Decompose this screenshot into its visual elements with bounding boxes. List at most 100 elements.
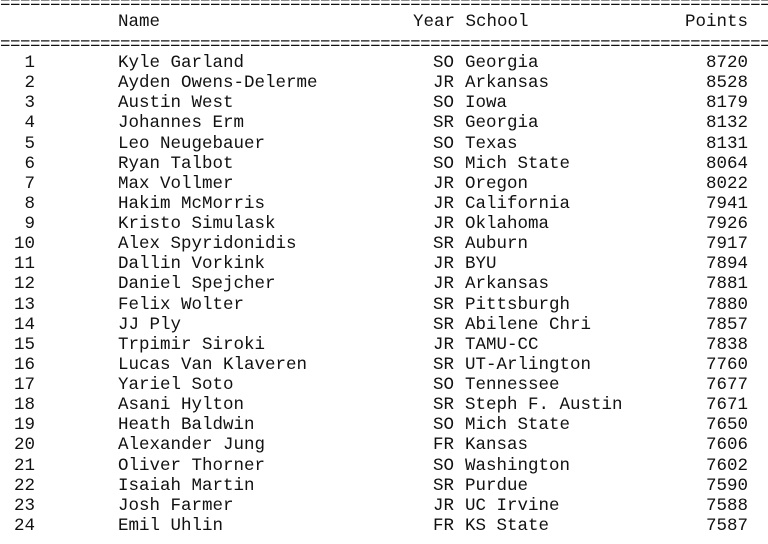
cell-points: 8720 <box>705 53 748 73</box>
table-row: 4 Johannes Erm SR Georgia 8132 <box>0 113 768 133</box>
cell-name: Hakim McMorris <box>118 193 266 214</box>
table-row: 21 Oliver Thorner SO Washington 7602 <box>0 456 768 476</box>
cell-year: JR <box>433 193 455 214</box>
cell-school: Mich State <box>465 415 571 436</box>
cell-school: BYU <box>465 254 497 275</box>
cell-name: Ayden Owens-Delerme <box>118 73 318 94</box>
table-row: 15 Trpimir Siroki JR TAMU-CC 7838 <box>0 335 768 355</box>
cell-rank: 23 <box>13 495 35 516</box>
cell-rank: 13 <box>13 294 35 315</box>
table-row: 5 Leo Neugebauer SO Texas 8131 <box>0 134 768 154</box>
cell-name: Kyle Garland <box>118 53 245 73</box>
table-row: 9 Kristo Simulask JR Oklahoma 7926 <box>0 214 768 234</box>
table-row: 3 Austin West SO Iowa 8179 <box>0 93 768 113</box>
cell-school: Oklahoma <box>465 214 550 235</box>
cell-points: 7926 <box>705 214 748 235</box>
cell-year: SR <box>433 475 455 496</box>
header-rule: ========================================… <box>0 35 768 55</box>
cell-rank: 14 <box>13 314 35 335</box>
cell-name: Trpimir Siroki <box>118 334 266 355</box>
cell-school: Arkansas <box>465 73 550 94</box>
cell-name: Oliver Thorner <box>118 455 266 476</box>
cell-points: 7677 <box>705 375 748 396</box>
cell-rank: 18 <box>13 395 35 416</box>
cell-points: 7606 <box>705 435 748 456</box>
table-row: 18 Asani Hylton SR Steph F. Austin 7671 <box>0 395 768 415</box>
cell-rank: 16 <box>13 354 35 375</box>
cell-school: Steph F. Austin <box>465 395 623 416</box>
cell-name: Felix Wolter <box>118 294 245 315</box>
cell-rank: 7 <box>24 173 35 194</box>
cell-school: UT-Arlington <box>465 354 592 375</box>
cell-year: JR <box>433 214 455 235</box>
header-row: Name Year School Points <box>0 12 768 32</box>
cell-school: Mich State <box>465 153 571 174</box>
cell-rank: 15 <box>13 334 35 355</box>
table-row: 10 Alex Spyridonidis SR Auburn 7917 <box>0 234 768 254</box>
cell-school: Arkansas <box>465 274 550 295</box>
cell-year: SO <box>433 415 455 436</box>
cell-school: Pittsburgh <box>465 294 571 315</box>
table-row: 1 Kyle Garland SO Georgia 8720 <box>0 53 768 73</box>
cell-name: Josh Farmer <box>118 495 234 516</box>
cell-rank: 5 <box>24 133 35 154</box>
cell-school: KS State <box>465 515 550 536</box>
cell-points: 7941 <box>705 193 748 214</box>
cell-points: 7602 <box>705 455 748 476</box>
cell-points: 8022 <box>705 173 748 194</box>
table-row: 11 Dallin Vorkink JR BYU 7894 <box>0 254 768 274</box>
cell-name: Johannes Erm <box>118 113 245 134</box>
cell-rank: 20 <box>13 435 35 456</box>
header-year-school: Year School <box>413 12 529 32</box>
table-row: 16 Lucas Van Klaveren SR UT-Arlington 7760 <box>0 355 768 375</box>
cell-school: Purdue <box>465 475 529 496</box>
header-name: Name <box>118 12 161 32</box>
cell-year: JR <box>433 73 455 94</box>
cell-rank: 1 <box>24 53 35 73</box>
cell-rank: 17 <box>13 375 35 396</box>
cell-points: 7857 <box>705 314 748 335</box>
cell-name: Leo Neugebauer <box>118 133 266 154</box>
cell-name: Daniel Spejcher <box>118 274 276 295</box>
cell-name: Isaiah Martin <box>118 475 255 496</box>
cell-name: Kristo Simulask <box>118 214 276 235</box>
table-row: 13 Felix Wolter SR Pittsburgh 7880 <box>0 295 768 315</box>
cell-name: Alexander Jung <box>118 435 266 456</box>
cell-name: Asani Hylton <box>118 395 245 416</box>
cell-points: 7894 <box>705 254 748 275</box>
cell-name: Emil Uhlin <box>118 515 224 536</box>
cell-points: 7881 <box>705 274 748 295</box>
cell-name: Max Vollmer <box>118 173 234 194</box>
cell-year: SR <box>433 395 455 416</box>
table-row: 22 Isaiah Martin SR Purdue 7590 <box>0 476 768 496</box>
cell-school: California <box>465 193 571 214</box>
cell-points: 7838 <box>705 334 748 355</box>
cell-school: Auburn <box>465 234 529 255</box>
cell-year: SR <box>433 294 455 315</box>
cell-year: SO <box>433 93 455 114</box>
table-row: 7 Max Vollmer JR Oregon 8022 <box>0 174 768 194</box>
cell-rank: 19 <box>13 415 35 436</box>
table-row: 2 Ayden Owens-Delerme JR Arkansas 8528 <box>0 73 768 93</box>
cell-rank: 10 <box>13 234 35 255</box>
cell-year: JR <box>433 173 455 194</box>
cell-points: 7760 <box>705 354 748 375</box>
cell-rank: 4 <box>24 113 35 134</box>
cell-points: 7587 <box>705 515 748 536</box>
cell-year: JR <box>433 254 455 275</box>
cell-rank: 2 <box>24 73 35 94</box>
table-row: 6 Ryan Talbot SO Mich State 8064 <box>0 154 768 174</box>
cell-rank: 11 <box>13 254 35 275</box>
header-points: Points <box>684 12 748 32</box>
cell-rank: 21 <box>13 455 35 476</box>
table-row: 14 JJ Ply SR Abilene Chri 7857 <box>0 315 768 335</box>
cell-year: SO <box>433 133 455 154</box>
cell-points: 8528 <box>705 73 748 94</box>
cell-school: Washington <box>465 455 571 476</box>
cell-name: Ryan Talbot <box>118 153 234 174</box>
cell-school: Georgia <box>465 53 539 73</box>
cell-rank: 12 <box>13 274 35 295</box>
cell-points: 8131 <box>705 133 748 154</box>
cell-name: JJ Ply <box>118 314 182 335</box>
cell-rank: 9 <box>24 214 35 235</box>
